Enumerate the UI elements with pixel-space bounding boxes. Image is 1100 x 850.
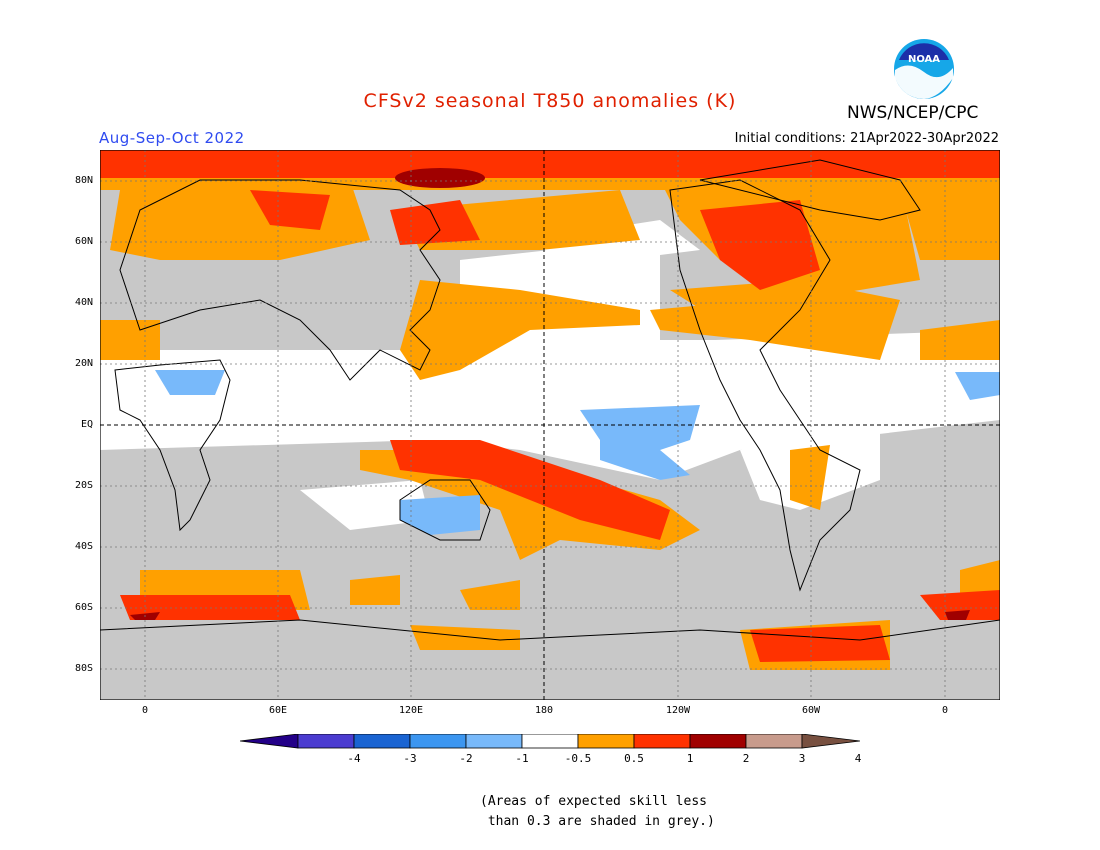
lon-label: 0 [941, 705, 949, 716]
colorbar-tick-label: -1 [515, 752, 529, 765]
graticule [100, 150, 1000, 700]
colorbar-tick-label: 0.5 [624, 752, 644, 765]
forecast-period: Aug-Sep-Oct 2022 [99, 129, 245, 147]
noaa-logo: NOAA [894, 39, 954, 99]
colorbar-tick-label: 3 [798, 752, 806, 765]
colorbar-tick-label: -2 [459, 752, 473, 765]
colorbar-segment [353, 734, 411, 749]
colorbar-tick-label: 4 [854, 752, 862, 765]
colorbar-tick-label: 2 [742, 752, 750, 765]
lon-label: 60E [268, 705, 288, 716]
colorbar-tick-label: -4 [347, 752, 361, 765]
colorbar-segment [689, 734, 747, 749]
lat-label: 20N [74, 358, 93, 369]
map-title: CFSv2 seasonal T850 anomalies (K) [363, 90, 737, 112]
reference-lines [100, 150, 1000, 700]
colorbar-arrow-high [801, 734, 860, 749]
lat-label: 40S [74, 541, 93, 552]
colorbar-tick-label: 1 [686, 752, 694, 765]
logo-text: NOAA [908, 54, 940, 65]
colorbar-segment [521, 734, 579, 749]
colorbar-segment [409, 734, 467, 749]
colorbar-segment [745, 734, 803, 749]
agency-label: NWS/NCEP/CPC [847, 103, 979, 123]
lat-label: EQ [80, 419, 93, 430]
lon-label: 180 [534, 705, 554, 716]
cool-anomaly-lightblue [155, 370, 1000, 535]
colorbar [240, 734, 860, 749]
skill-note-line2: than 0.3 are shaded in grey.) [480, 814, 715, 829]
colorbar-tick-label: -0.5 [564, 752, 592, 765]
lat-label: 60S [74, 602, 93, 613]
colorbar-arrow-low [240, 734, 299, 749]
skill-note-line1: (Areas of expected skill less [480, 794, 707, 809]
colorbar-segment [297, 734, 355, 749]
colorbar-segment [577, 734, 635, 749]
lon-label: 120E [398, 705, 424, 716]
lon-label: 0 [141, 705, 149, 716]
skill-note: (Areas of expected skill less than 0.3 a… [480, 792, 715, 832]
colorbar-segment [633, 734, 691, 749]
lon-label: 60W [801, 705, 821, 716]
lon-label: 120W [665, 705, 691, 716]
lat-label: 20S [74, 480, 93, 491]
initial-conditions: Initial conditions: 21Apr2022-30Apr2022 [734, 131, 999, 146]
colorbar-tick-label: -3 [403, 752, 417, 765]
lat-label: 80S [74, 663, 93, 674]
lat-label: 40N [74, 297, 93, 308]
colorbar-segment [465, 734, 523, 749]
anomaly-map [100, 150, 1000, 700]
warm-anomaly-red [100, 150, 1000, 662]
lat-label: 80N [74, 175, 93, 186]
lat-label: 60N [74, 236, 93, 247]
